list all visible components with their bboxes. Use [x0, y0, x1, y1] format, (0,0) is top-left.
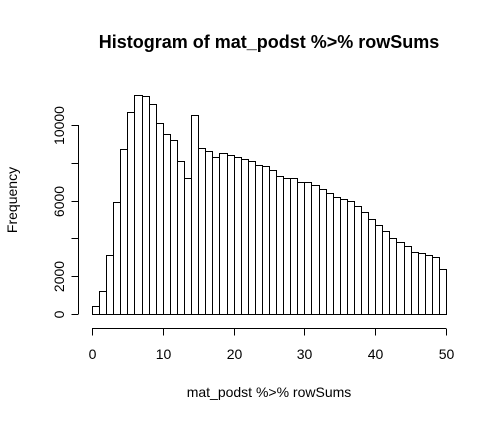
- histogram-bar: [311, 185, 320, 315]
- y-tick-label: 6000: [51, 186, 67, 217]
- histogram-bar: [191, 115, 199, 315]
- x-axis-label: mat_podst %>% rowSums: [187, 384, 352, 400]
- x-tick-label: 10: [156, 346, 172, 362]
- histogram-bar: [99, 291, 107, 315]
- histogram-bar: [184, 178, 192, 315]
- histogram-bar: [276, 176, 284, 315]
- histogram-bar: [163, 134, 171, 315]
- histogram-bar: [248, 161, 256, 315]
- x-axis: 0 10 20 30 40 50: [89, 328, 455, 362]
- histogram-bar: [347, 201, 355, 315]
- histogram-bar: [198, 148, 206, 315]
- histogram-bar: [212, 157, 220, 315]
- histogram-bar: [106, 255, 114, 315]
- histogram-bar: [283, 178, 291, 315]
- histogram-bar: [127, 112, 135, 315]
- histogram-bar: [134, 95, 143, 315]
- histogram-bar: [425, 255, 433, 315]
- histogram-bar: [382, 231, 390, 315]
- y-tick-label: 10000: [51, 106, 67, 145]
- histogram-bar: [404, 246, 412, 315]
- histogram-bar: [219, 153, 228, 315]
- histogram-bar: [418, 253, 426, 315]
- x-tick-label: 50: [439, 346, 455, 362]
- x-tick-label: 20: [227, 346, 243, 362]
- histogram-bar: [319, 189, 327, 315]
- histogram-bar: [340, 199, 348, 315]
- histogram-bar: [269, 170, 277, 315]
- histogram-bar: [361, 212, 369, 315]
- histogram-bar: [439, 269, 447, 315]
- histogram-bar: [241, 159, 249, 315]
- y-axis: 0 2000 6000 10000: [51, 106, 79, 318]
- histogram-bar: [389, 238, 397, 315]
- y-tick-label: 2000: [51, 261, 67, 292]
- histogram-bar: [411, 252, 419, 315]
- histogram-bar: [227, 155, 235, 315]
- histogram-bar: [205, 151, 213, 315]
- histogram-bar: [290, 178, 298, 315]
- histogram-bar: [156, 123, 164, 315]
- histogram-bar: [142, 96, 150, 315]
- x-tick-label: 30: [297, 346, 313, 362]
- y-tick-label: 0: [51, 310, 67, 318]
- histogram-bar: [255, 165, 263, 315]
- bars-group: [92, 95, 447, 315]
- histogram-bar: [333, 197, 341, 315]
- histogram-bar: [326, 193, 334, 315]
- histogram-bar: [375, 225, 383, 315]
- histogram-bar: [92, 306, 100, 315]
- chart-title: Histogram of mat_podst %>% rowSums: [99, 32, 440, 52]
- histogram-bar: [304, 182, 312, 315]
- histogram-bar: [149, 104, 157, 315]
- histogram-bar: [170, 140, 178, 315]
- histogram-bar: [177, 161, 185, 315]
- x-tick-label: 0: [89, 346, 97, 362]
- histogram-bar: [234, 157, 242, 315]
- y-axis-label: Frequency: [4, 167, 20, 233]
- histogram-bar: [120, 149, 128, 315]
- histogram-bar: [262, 166, 270, 315]
- histogram-bar: [113, 202, 121, 315]
- histogram-bar: [368, 219, 376, 315]
- histogram-bar: [297, 182, 305, 315]
- x-tick-label: 40: [368, 346, 384, 362]
- histogram-bar: [432, 257, 440, 315]
- histogram-bar: [396, 242, 405, 315]
- histogram-bar: [354, 206, 362, 315]
